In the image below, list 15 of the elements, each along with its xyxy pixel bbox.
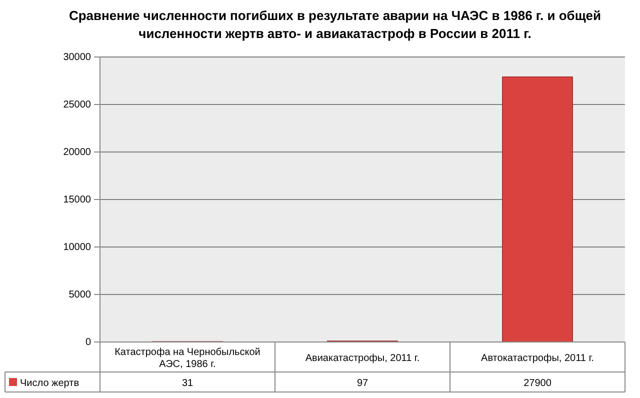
legend-label: Число жертв	[20, 378, 80, 389]
chart-title: Сравнение численности погибших в результате аварии на ЧАЭС в 1986 г. и общей численности жертв авто- и авиакатастроф в России в 2011 г.	[68, 8, 602, 41]
data-label: 31	[182, 378, 194, 389]
x-tick-label: Катастрофа на Чернобыльской АЭС, 1986 г.	[114, 347, 260, 370]
y-tick-label: 0	[85, 337, 92, 348]
x-tick-label: Автокатастрофы, 2011 г.	[481, 353, 594, 364]
y-tick-label: 25000	[63, 100, 92, 111]
data-label: 27900	[524, 378, 552, 389]
y-tick-label: 15000	[63, 194, 92, 206]
y-tick-label: 30000	[63, 52, 92, 64]
y-tick-label: 10000	[63, 242, 92, 254]
y-tick-label: 5000	[68, 290, 92, 301]
x-tick-label: Авиакатастрофы, 2011 г.	[305, 353, 420, 364]
y-tick-label: 20000	[63, 147, 92, 158]
data-label: 97	[356, 378, 368, 389]
